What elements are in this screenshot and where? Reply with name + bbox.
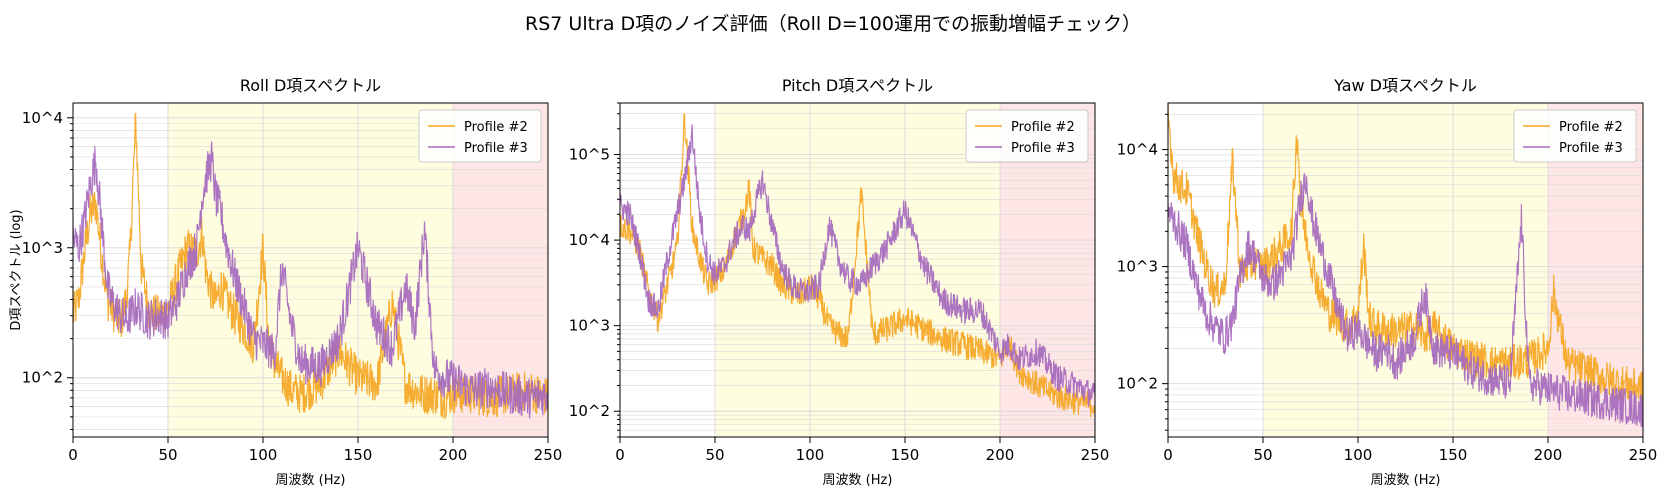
plot-frame (72, 102, 549, 438)
subplots: 0 50 100 150 200 250 10^2 10^3 10^4 Roll D項スペクトル周… (9, 76, 1657, 488)
x-tick-label: 150 (344, 446, 373, 464)
x-tick-label: 0 (68, 446, 78, 464)
series-lines (1168, 103, 1643, 428)
x-tick-label: 0 (615, 446, 625, 464)
legend-label-1: Profile #3 (464, 141, 528, 156)
x-tick-label: 250 (1629, 446, 1658, 464)
legend: Profile #2 Profile #3 (965, 109, 1089, 163)
x-tick-label: 100 (1344, 446, 1373, 464)
legend-label-1: Profile #3 (1559, 141, 1623, 156)
x-tick-label: 0 (1163, 446, 1173, 464)
legend-label-1: Profile #3 (1011, 141, 1075, 156)
subplot-0: 0 50 100 150 200 250 10^2 10^3 10^4 Roll D項スペクトル周… (9, 76, 562, 488)
subplot-title: Yaw D項スペクトル (1333, 76, 1477, 95)
y-tick-label: 10^4 (1117, 141, 1158, 159)
y-tick-label: 10^3 (22, 239, 63, 257)
x-tick-label: 200 (439, 446, 468, 464)
x-tick-label: 100 (796, 446, 825, 464)
subplot-1: 0 50 100 150 200 250 10^2 10^3 10^4 10^5 Pitch D項ス… (569, 76, 1110, 488)
series-line-1 (73, 141, 548, 419)
subplot-2: 0 50 100 150 200 250 10^2 10^3 10^4 Yaw D項スペクトル周波… (1117, 76, 1658, 488)
x-tick-label: 50 (705, 446, 724, 464)
x-tick-label: 200 (986, 446, 1015, 464)
legend-label-0: Profile #2 (464, 120, 528, 135)
series-line-1 (1168, 172, 1643, 428)
legend-box (418, 109, 542, 163)
x-tick-label: 250 (1081, 446, 1110, 464)
y-tick-label: 10^4 (22, 109, 63, 127)
series-line-1 (620, 124, 1095, 407)
frequency-band-0 (715, 103, 1000, 437)
frequency-band-0 (168, 103, 453, 437)
plot-frame (619, 102, 1096, 438)
y-tick-label: 10^2 (569, 402, 610, 420)
plot-frame (1167, 102, 1644, 438)
x-tick-label: 200 (1534, 446, 1563, 464)
subplot-title: Roll D項スペクトル (240, 76, 381, 95)
series-lines (620, 113, 1095, 418)
legend-box (1513, 109, 1637, 163)
x-tick-label: 150 (1439, 446, 1468, 464)
y-tick-label: 10^3 (569, 317, 610, 335)
x-tick-label: 50 (158, 446, 177, 464)
y-tick-label: 10^5 (569, 146, 610, 164)
legend: Profile #2 Profile #3 (418, 109, 542, 163)
legend: Profile #2 Profile #3 (1513, 109, 1637, 163)
legend-label-0: Profile #2 (1559, 120, 1623, 135)
y-tick-label: 10^3 (1117, 258, 1158, 276)
y-axis-label: D項スペクトル (log) (9, 209, 24, 330)
x-axis-label: 周波数 (Hz) (276, 473, 346, 488)
y-tick-label: 10^2 (1117, 375, 1158, 393)
x-tick-label: 50 (1253, 446, 1272, 464)
x-tick-label: 100 (249, 446, 278, 464)
legend-label-0: Profile #2 (1011, 120, 1075, 135)
legend-box (965, 109, 1089, 163)
subplot-title: Pitch D項スペクトル (782, 76, 933, 95)
x-tick-label: 150 (891, 446, 920, 464)
y-tick-label: 10^2 (22, 369, 63, 387)
figure-title: RS7 Ultra D項のノイズ評価（Roll D=100運用での振動増幅チェッ… (525, 13, 1141, 35)
x-tick-label: 250 (534, 446, 563, 464)
x-axis-label: 周波数 (Hz) (1371, 473, 1441, 488)
series-lines (73, 112, 548, 420)
x-axis-label: 周波数 (Hz) (823, 473, 893, 488)
y-tick-label: 10^4 (569, 231, 610, 249)
